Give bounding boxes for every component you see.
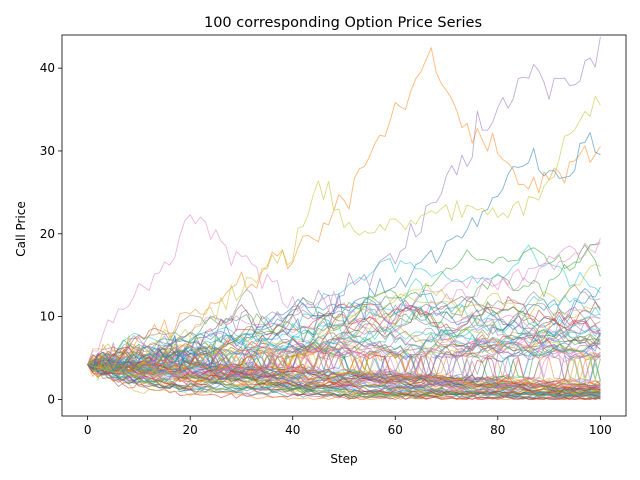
x-tick-label: 100 [589, 423, 612, 437]
x-tick-label: 40 [285, 423, 300, 437]
series-line [87, 241, 601, 374]
series-layer [87, 36, 601, 400]
y-tick-label: 40 [40, 61, 55, 75]
series-line-highlight [87, 132, 601, 374]
series-line [87, 306, 601, 366]
series-line-highlight [87, 214, 601, 365]
y-axis-label: Call Price [14, 201, 28, 257]
series-line [87, 354, 601, 388]
series-line [87, 355, 601, 396]
series-line [87, 364, 601, 398]
series-line [87, 348, 601, 393]
plot-frame [61, 34, 627, 417]
x-tick-label: 60 [388, 423, 403, 437]
series-line-highlight [87, 47, 601, 377]
series-line [87, 339, 601, 380]
x-tick-label: 80 [490, 423, 505, 437]
series-line [87, 353, 601, 398]
series-line [87, 363, 601, 399]
y-tick-label: 30 [40, 144, 55, 158]
series-line [87, 348, 601, 384]
y-tick-label: 20 [40, 227, 55, 241]
series-line [87, 320, 601, 389]
series-line [87, 351, 601, 400]
x-tick-label: 0 [84, 423, 92, 437]
y-axis: 0 10 20 30 40 [40, 61, 62, 406]
series-line [87, 336, 601, 393]
x-axis: 0 20 40 60 80 100 [84, 416, 612, 437]
x-axis-label: Step [330, 452, 357, 466]
series-line [87, 339, 601, 392]
series-line [87, 331, 601, 380]
series-line [87, 334, 601, 378]
y-tick-label: 0 [47, 392, 55, 406]
series-line [87, 332, 601, 375]
x-tick-label: 20 [183, 423, 198, 437]
y-tick-label: 10 [40, 310, 55, 324]
series-line [87, 353, 601, 398]
chart-title: 100 corresponding Option Price Series [204, 15, 482, 31]
